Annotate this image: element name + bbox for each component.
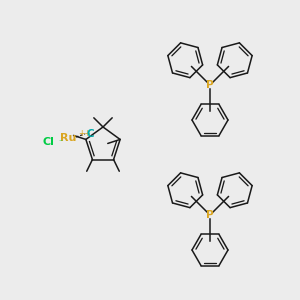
Text: P: P	[206, 210, 214, 220]
Text: C: C	[86, 129, 94, 139]
Text: Cl: Cl	[42, 137, 54, 147]
Text: Ru: Ru	[60, 133, 76, 143]
Text: ⁻: ⁻	[58, 137, 62, 146]
Text: P: P	[206, 80, 214, 90]
Text: ++: ++	[78, 128, 91, 137]
